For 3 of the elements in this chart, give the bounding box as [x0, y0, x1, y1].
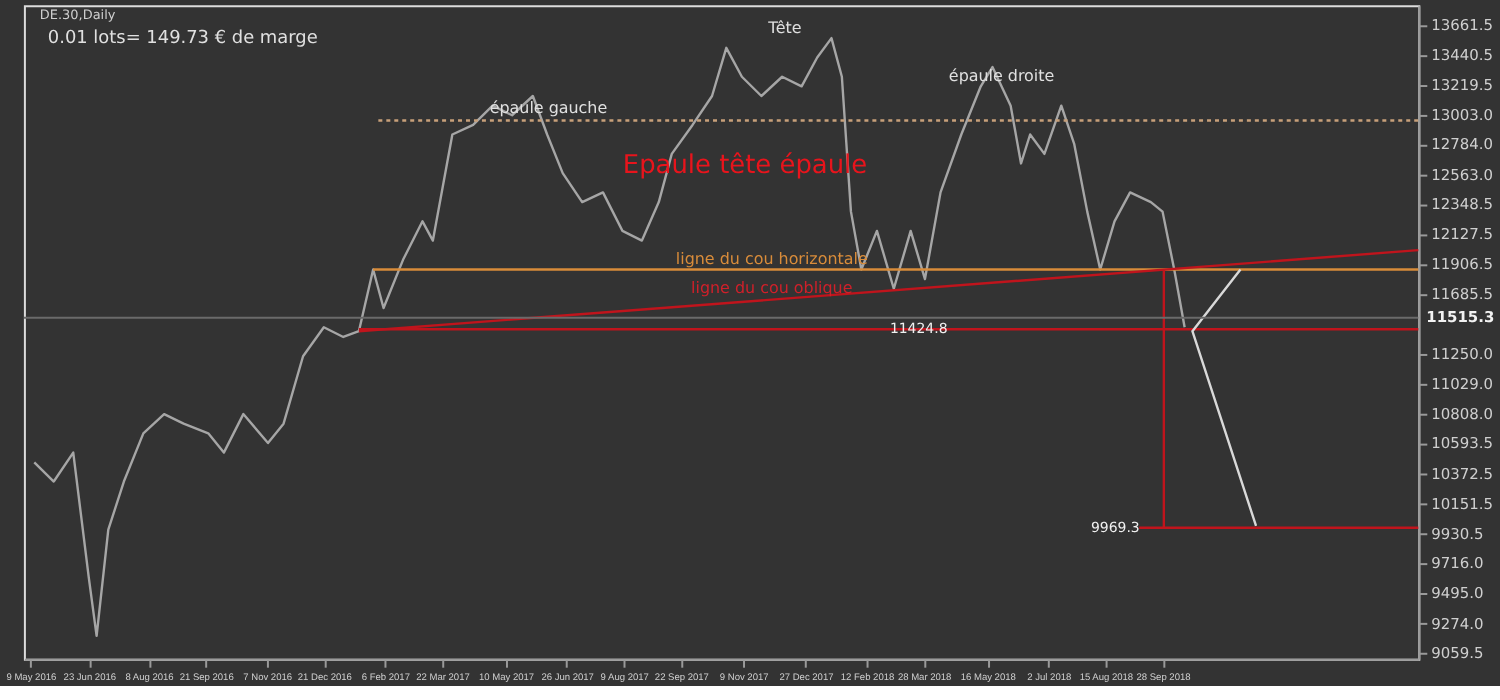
annotation: Tête — [766, 19, 802, 38]
annotation: 0.01 lots= 149.73 € de marge — [47, 29, 319, 50]
annotation: ligne du cou oblique — [691, 278, 853, 297]
